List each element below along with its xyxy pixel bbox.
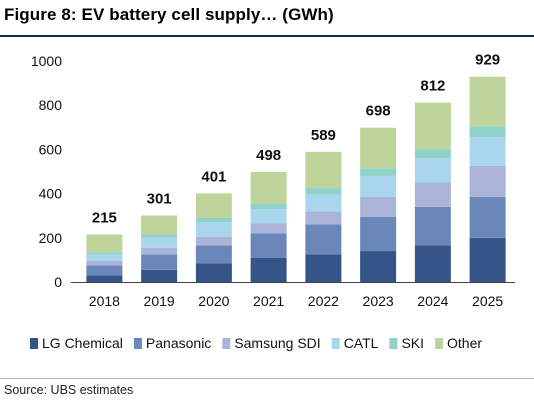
total-label: 498	[256, 147, 281, 164]
bar-segment-samsung-sdi	[414, 182, 451, 207]
bar-segment-panasonic	[141, 254, 178, 270]
bar-segment-catl	[469, 137, 506, 166]
bar-segment-ski	[469, 126, 506, 138]
total-label: 401	[201, 168, 226, 185]
bar-segment-lg-chemical	[195, 263, 232, 282]
y-tick-label: 1000	[31, 53, 62, 69]
y-tick-label: 800	[39, 97, 63, 113]
bar-segment-catl	[414, 158, 451, 183]
x-tick-label: 2023	[363, 293, 394, 309]
legend: LG Chemical Panasonic Samsung SDI CATL SKI Ot…	[30, 335, 482, 351]
bar-segment-lg-chemical	[305, 254, 342, 282]
legend-label: SKI	[401, 335, 424, 351]
total-label: 215	[92, 209, 117, 226]
bar-segment-catl	[305, 194, 342, 212]
total-label: 929	[475, 52, 500, 69]
bar-segment-ski	[86, 252, 123, 255]
chart-title: Figure 8: EV battery cell supply… (GWh)	[4, 5, 334, 24]
total-label: 301	[147, 190, 172, 207]
bar-segment-lg-chemical	[414, 245, 451, 282]
bar-segment-samsung-sdi	[250, 223, 287, 234]
total-label: 698	[366, 103, 391, 120]
bar-segment-ski	[195, 217, 232, 223]
x-tick-label: 2025	[472, 293, 503, 309]
legend-swatch	[133, 338, 142, 349]
total-labels: 215 301 401 498 589 698 812 929	[92, 52, 500, 227]
legend-label: Other	[447, 335, 482, 351]
bar-segment-catl	[195, 222, 232, 237]
x-tick-label: 2019	[144, 293, 175, 309]
bar-segment-panasonic	[469, 196, 506, 238]
bar-segment-samsung-sdi	[360, 196, 397, 217]
bar-segment-lg-chemical	[469, 237, 506, 282]
y-tick-label: 0	[54, 274, 62, 290]
bar-segment-samsung-sdi	[86, 261, 123, 266]
bar-segment-lg-chemical	[86, 275, 123, 282]
bar-segment-catl	[86, 254, 123, 262]
x-axis: 2018 2019 2020 2021 2022 2023 2024 2025	[71, 282, 515, 309]
legend-swatch	[389, 338, 398, 349]
bar-segment-other	[414, 102, 451, 150]
bar-segment-lg-chemical	[360, 251, 397, 282]
legend-label: Samsung SDI	[234, 335, 320, 351]
bar-segment-samsung-sdi	[141, 247, 178, 255]
x-tick-label: 2020	[198, 293, 229, 309]
total-label: 812	[420, 78, 445, 95]
source-note: Source: UBS estimates	[4, 383, 134, 397]
bar-segment-ski	[141, 234, 178, 238]
legend-label: Panasonic	[146, 335, 211, 351]
bar-segment-other	[141, 215, 178, 235]
bar-segment-panasonic	[250, 233, 287, 258]
legend-swatch	[331, 338, 340, 349]
total-label: 589	[311, 127, 336, 144]
x-tick-label: 2021	[253, 293, 284, 309]
bar-segment-other	[360, 127, 397, 169]
bar-segment-other	[86, 234, 123, 253]
bar-segment-ski	[250, 203, 287, 210]
bar-segment-ski	[414, 149, 451, 159]
bar-segment-samsung-sdi	[305, 211, 342, 225]
legend-swatch	[30, 338, 38, 349]
y-tick-label: 600	[39, 141, 63, 157]
legend-swatch	[222, 338, 231, 349]
bar-segment-panasonic	[360, 216, 397, 252]
bar-segment-other	[305, 151, 342, 189]
y-axis: 0 200 400 600 800 1000	[31, 53, 62, 290]
bar-segment-lg-chemical	[250, 257, 287, 282]
y-tick-label: 400	[39, 186, 63, 202]
bar-segment-catl	[141, 237, 178, 248]
bar-segment-ski	[360, 168, 397, 176]
x-tick-label: 2022	[308, 293, 339, 309]
legend-swatch	[435, 338, 444, 349]
bar-segment-panasonic	[86, 265, 123, 276]
bar-segment-lg-chemical	[141, 269, 178, 282]
bar-segment-panasonic	[414, 206, 451, 246]
title-divider	[0, 35, 534, 37]
bar-segment-other	[195, 193, 232, 218]
bar-segment-panasonic	[195, 245, 232, 264]
bar-segment-samsung-sdi	[469, 165, 506, 197]
legend-label: LG Chemical	[42, 335, 123, 351]
bar-segment-catl	[250, 209, 287, 224]
bars	[86, 76, 506, 282]
x-tick-label: 2024	[417, 293, 448, 309]
source-divider	[0, 378, 534, 379]
bar-segment-ski	[305, 188, 342, 195]
bar-segment-samsung-sdi	[195, 236, 232, 246]
bar-segment-catl	[360, 175, 397, 197]
y-tick-label: 200	[39, 230, 63, 246]
bar-segment-panasonic	[305, 224, 342, 255]
legend-label: CATL	[344, 335, 379, 351]
bar-segment-other	[250, 171, 287, 204]
x-tick-label: 2018	[89, 293, 120, 309]
bar-segment-other	[469, 76, 506, 127]
